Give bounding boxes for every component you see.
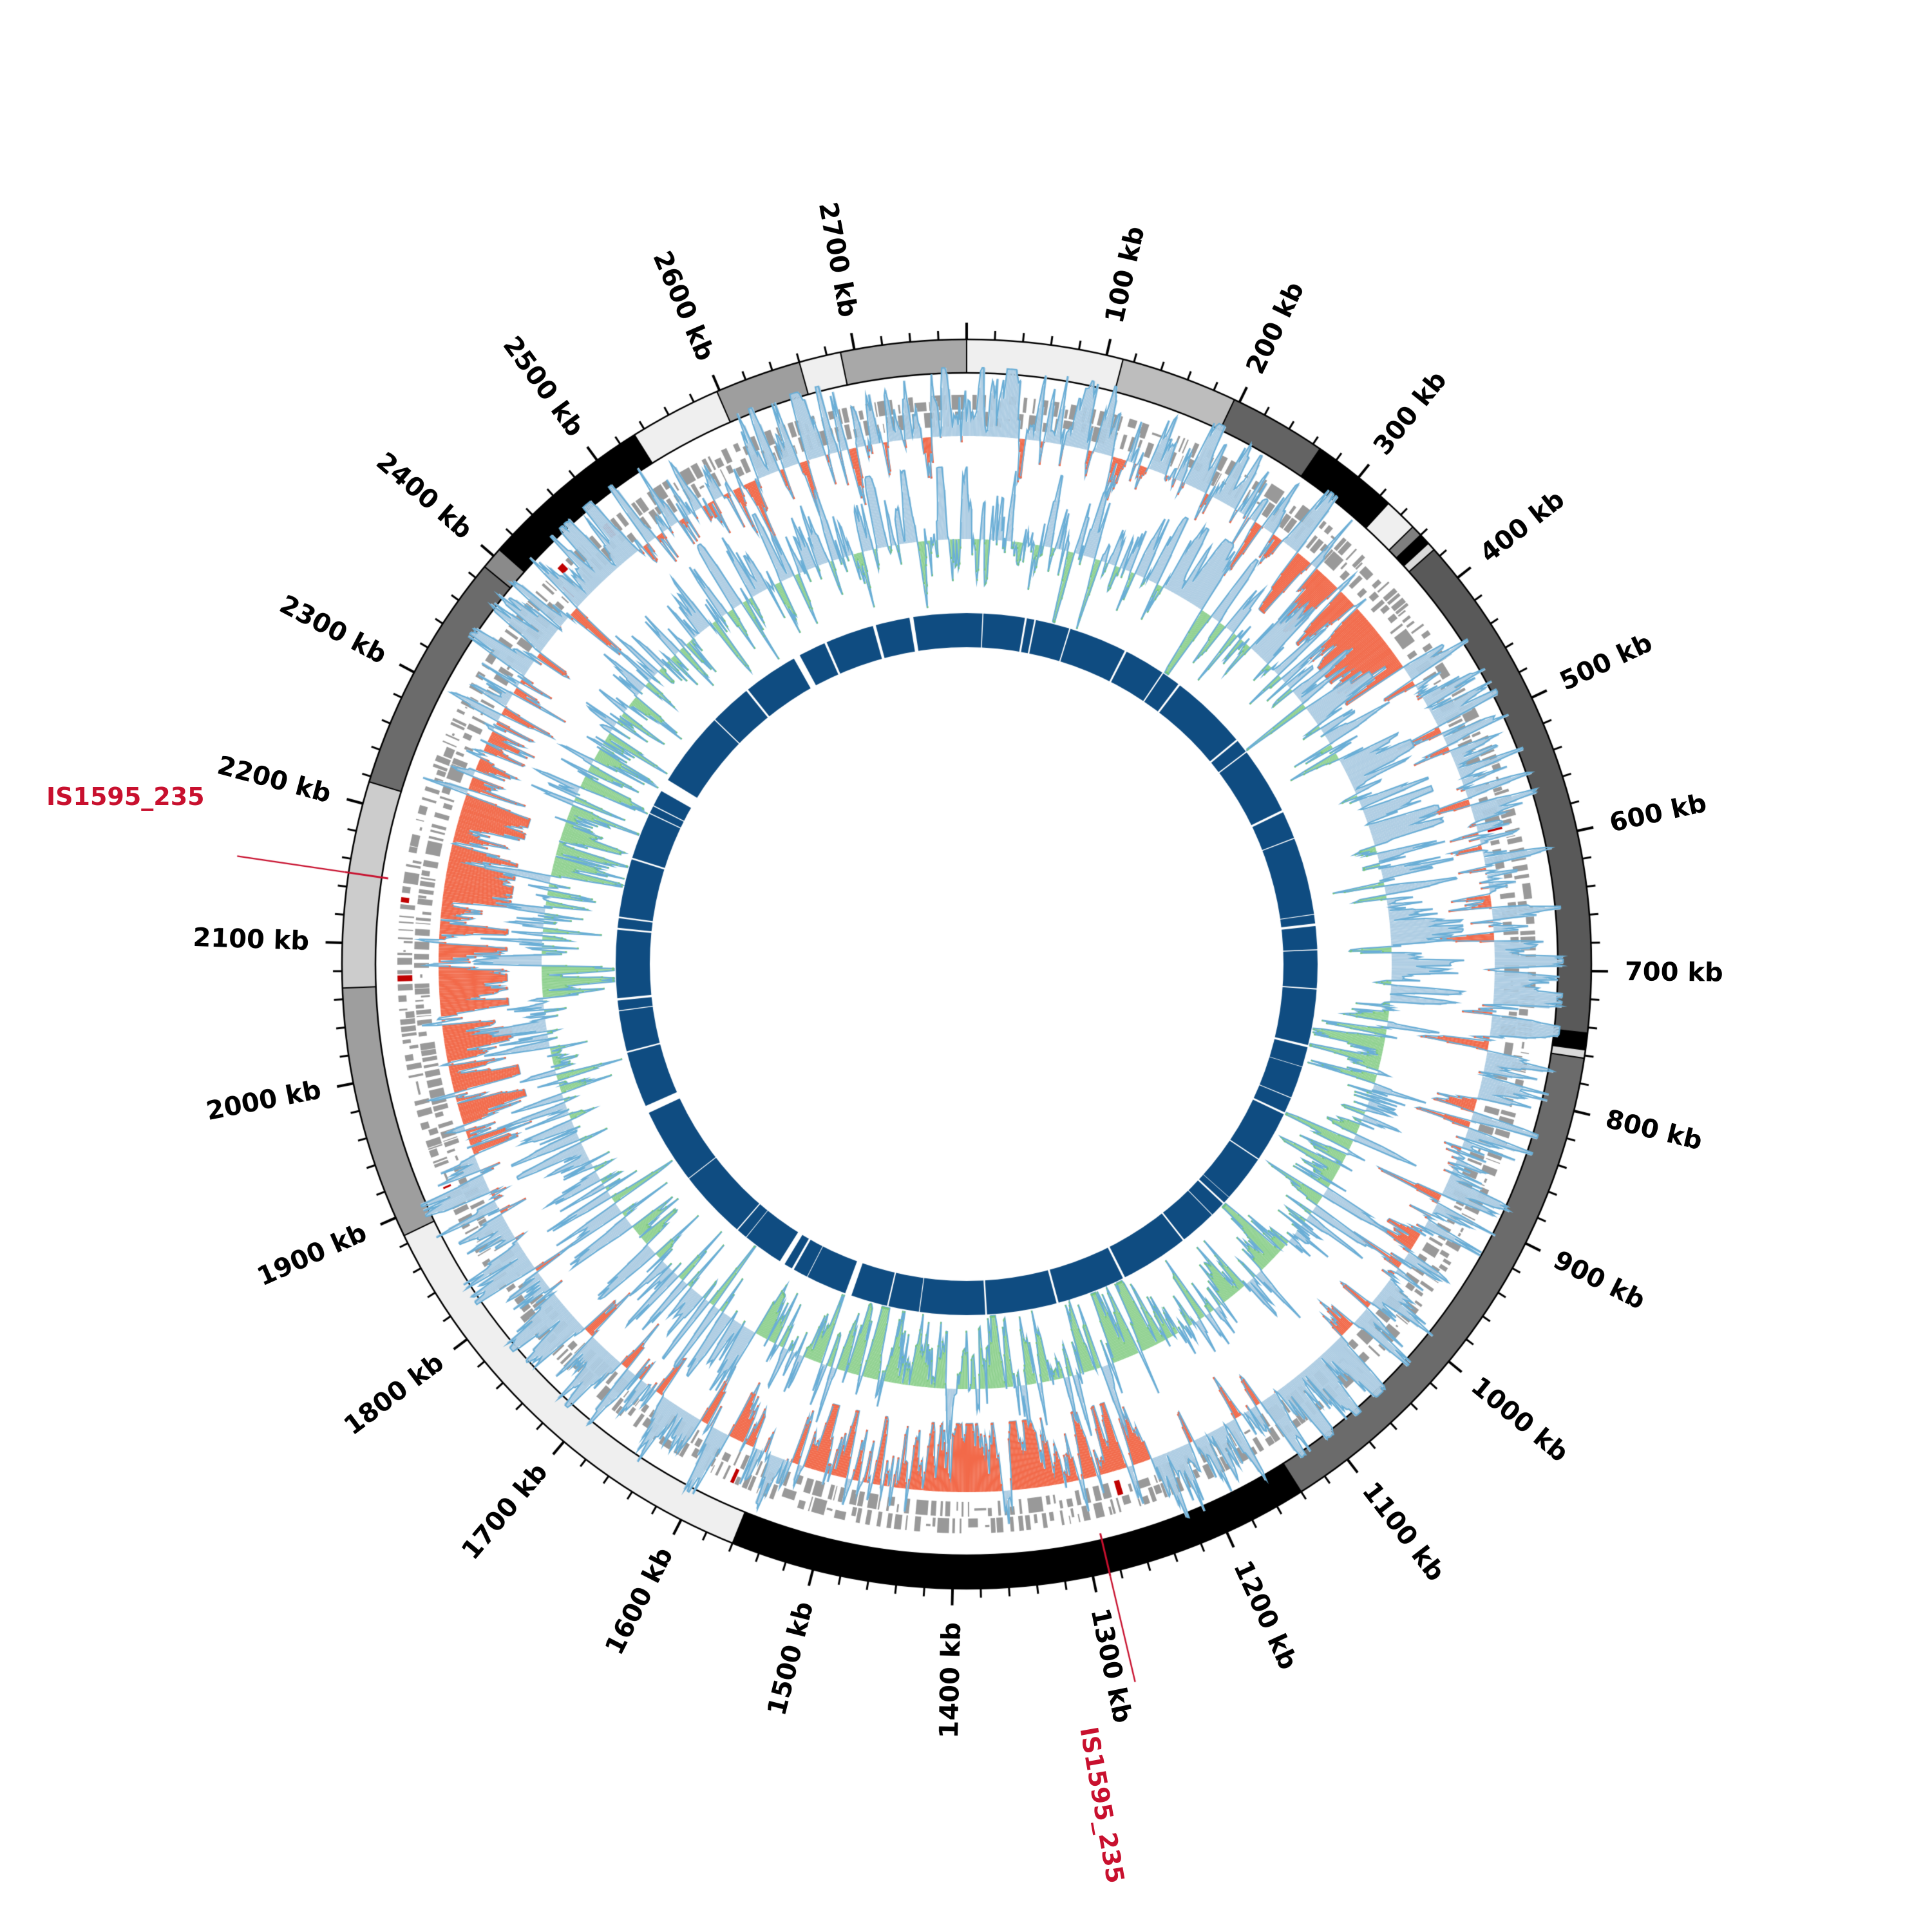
genome-map-canvas <box>0 0 1932 1932</box>
circular-genome-figure: 100 kb 200 kb 300 kb 400 kb 500 kb 600 kb 700 … <box>0 0 1932 1932</box>
